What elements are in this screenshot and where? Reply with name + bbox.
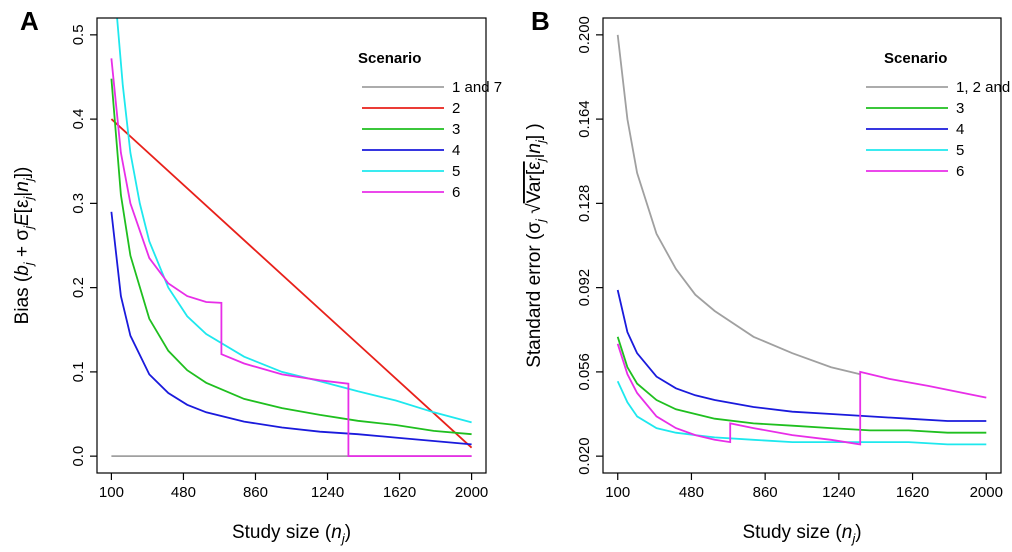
panel-letter: A: [20, 6, 39, 36]
legend-label: 4: [956, 121, 964, 138]
y-tick-label: 0.1: [70, 361, 87, 382]
y-tick-label: 0.020: [576, 437, 593, 475]
y-tick-label: 0.092: [576, 269, 593, 307]
x-tick-label: 1240: [822, 484, 855, 501]
y-tick-label: 0.128: [576, 185, 593, 223]
legend-label: 1, 2 and 7: [956, 79, 1012, 96]
y-tick-label: 0.056: [576, 353, 593, 391]
plot-frame: [96, 17, 487, 474]
series-line-4: [110, 211, 472, 446]
y-axis-title: Bias (bj + σjE[εj|nj]): [12, 167, 36, 325]
x-tick-label: 2000: [970, 484, 1003, 501]
legend-label: 4: [452, 142, 460, 159]
series-line-3: [616, 289, 987, 422]
legend-label: 5: [956, 142, 964, 159]
series-line-5: [616, 343, 987, 446]
legend-label: 3: [956, 100, 964, 117]
legend-title: Scenario: [884, 50, 947, 67]
x-tick-label: 100: [99, 484, 124, 501]
legend-label: 1 and 7: [452, 79, 502, 96]
legend-title: Scenario: [358, 50, 421, 67]
legend-label: 3: [452, 121, 460, 138]
y-axis-title: Standard error (σj √Var[εj|nj] ): [524, 123, 548, 368]
x-tick-label: 860: [243, 484, 268, 501]
x-axis-title: Study size (nj): [232, 522, 351, 546]
series-line-2: [616, 336, 987, 434]
series-line-6: [110, 58, 472, 457]
legend-label: 2: [452, 100, 460, 117]
series-line-1: [616, 34, 861, 376]
y-tick-label: 0.0: [70, 446, 87, 467]
x-tick-label: 1240: [311, 484, 344, 501]
x-tick-label: 860: [753, 484, 778, 501]
x-tick-label: 1620: [383, 484, 416, 501]
panel-letter: B: [531, 6, 550, 36]
x-tick-label: 480: [679, 484, 704, 501]
y-tick-label: 0.3: [70, 193, 87, 214]
series-line-3: [110, 78, 472, 436]
y-tick-label: 0.2: [70, 277, 87, 298]
plot-frame: [602, 17, 1002, 474]
chart-panel-a: A 100 480 860 1240 1620 2000 0.0 0.1 0.2 0.3 0.4 0.5…: [12, 6, 502, 546]
x-tick-label: 100: [605, 484, 630, 501]
chart-panel-b: B 100 480 860 1240 1620 2000 0.020 0.056 0.092 0.1…: [524, 6, 1012, 546]
series-line-2: [110, 118, 473, 449]
series-line-4: [616, 380, 987, 446]
legend-label: 6: [956, 163, 964, 180]
x-tick-label: 1620: [896, 484, 929, 501]
x-axis-title: Study size (nj): [742, 522, 861, 546]
y-tick-label: 0.4: [70, 109, 87, 130]
x-tick-label: 2000: [455, 484, 488, 501]
y-tick-label: 0.200: [576, 16, 593, 54]
y-tick-label: 0.164: [576, 100, 593, 138]
legend-label: 5: [452, 163, 460, 180]
x-tick-label: 480: [171, 484, 196, 501]
y-tick-label: 0.5: [70, 24, 87, 45]
series-line-5: [116, 18, 472, 424]
legend-label: 6: [452, 184, 460, 201]
